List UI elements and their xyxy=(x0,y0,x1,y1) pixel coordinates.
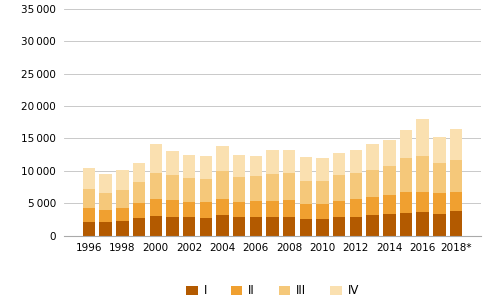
Bar xyxy=(366,216,379,236)
Bar xyxy=(383,166,395,195)
Bar xyxy=(350,199,362,217)
Bar xyxy=(100,210,112,222)
Bar xyxy=(283,173,296,200)
Bar xyxy=(266,201,279,217)
Bar xyxy=(316,158,329,181)
Bar xyxy=(150,144,162,173)
Bar xyxy=(416,156,429,191)
Bar xyxy=(233,155,246,177)
Bar xyxy=(116,170,129,190)
Bar xyxy=(450,211,462,236)
Bar xyxy=(116,221,129,236)
Bar xyxy=(400,191,412,213)
Bar xyxy=(316,181,329,204)
Bar xyxy=(216,172,229,199)
Bar xyxy=(183,202,195,217)
Bar xyxy=(249,217,262,236)
Bar xyxy=(366,169,379,198)
Bar xyxy=(333,153,346,175)
Bar xyxy=(383,214,395,236)
Bar xyxy=(199,218,212,236)
Bar xyxy=(83,222,95,236)
Bar xyxy=(150,199,162,216)
Bar xyxy=(166,151,179,175)
Bar xyxy=(133,203,145,218)
Bar xyxy=(350,150,362,173)
Bar xyxy=(266,174,279,201)
Bar xyxy=(433,194,445,214)
Bar xyxy=(183,155,195,178)
Bar xyxy=(133,218,145,236)
Bar xyxy=(233,177,246,202)
Bar xyxy=(183,217,195,236)
Bar xyxy=(199,178,212,202)
Bar xyxy=(300,219,312,236)
Bar xyxy=(166,217,179,236)
Bar xyxy=(350,173,362,199)
Bar xyxy=(266,217,279,236)
Bar xyxy=(300,181,312,204)
Bar xyxy=(283,217,296,236)
Bar xyxy=(100,222,112,236)
Bar xyxy=(133,163,145,182)
Legend: I, II, III, IV: I, II, III, IV xyxy=(181,280,364,302)
Bar xyxy=(333,217,346,236)
Bar xyxy=(249,201,262,217)
Bar xyxy=(116,190,129,208)
Bar xyxy=(433,214,445,236)
Bar xyxy=(300,157,312,181)
Bar xyxy=(433,137,445,163)
Bar xyxy=(333,175,346,201)
Bar xyxy=(150,216,162,236)
Bar xyxy=(100,174,112,193)
Bar xyxy=(333,201,346,217)
Bar xyxy=(283,150,296,173)
Bar xyxy=(366,198,379,216)
Bar xyxy=(100,193,112,210)
Bar xyxy=(249,176,262,201)
Bar xyxy=(416,191,429,212)
Bar xyxy=(216,199,229,216)
Bar xyxy=(166,175,179,200)
Bar xyxy=(233,217,246,236)
Bar xyxy=(400,130,412,158)
Bar xyxy=(133,182,145,203)
Bar xyxy=(199,156,212,178)
Bar xyxy=(216,146,229,172)
Bar xyxy=(233,202,246,217)
Bar xyxy=(366,144,379,169)
Bar xyxy=(416,119,429,156)
Bar xyxy=(216,216,229,236)
Bar xyxy=(416,212,429,236)
Bar xyxy=(316,219,329,236)
Bar xyxy=(199,202,212,218)
Bar xyxy=(249,156,262,176)
Bar xyxy=(316,204,329,219)
Bar xyxy=(116,208,129,221)
Bar xyxy=(350,217,362,236)
Bar xyxy=(400,213,412,236)
Bar xyxy=(383,140,395,166)
Bar xyxy=(83,168,95,189)
Bar xyxy=(150,173,162,199)
Bar xyxy=(300,204,312,219)
Bar xyxy=(83,189,95,208)
Bar xyxy=(450,191,462,211)
Bar xyxy=(450,129,462,160)
Bar xyxy=(383,195,395,214)
Bar xyxy=(283,200,296,217)
Bar xyxy=(450,160,462,191)
Bar xyxy=(433,163,445,194)
Bar xyxy=(266,150,279,174)
Bar xyxy=(166,200,179,217)
Bar xyxy=(183,178,195,202)
Bar xyxy=(400,158,412,191)
Bar xyxy=(83,208,95,222)
